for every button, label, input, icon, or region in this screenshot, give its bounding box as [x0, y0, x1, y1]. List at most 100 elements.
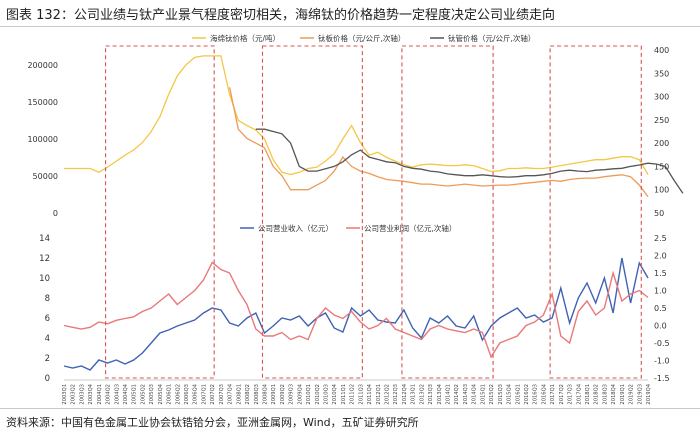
figure-title-bar: 图表 132：公司业绩与钛产业景气程度密切相关，海绵钛的价格趋势一定程度决定公司…	[0, 0, 700, 27]
x-tick-label: 2016Q3	[533, 384, 539, 405]
x-tick-label: 2016Q4	[541, 383, 547, 404]
bottom-right-tick-label: -1.0	[654, 357, 670, 366]
bottom-left-tick-label: 10	[39, 274, 50, 284]
bottom-legend-label: 公司营业利润（亿元,次轴）	[364, 223, 456, 233]
top-right-tick-label: 250	[654, 116, 669, 125]
x-tick-label: 2004Q2	[106, 384, 112, 405]
highlight-box	[105, 45, 215, 379]
top-right-tick-label: 400	[654, 46, 669, 55]
x-tick-label: 2009Q1	[271, 384, 277, 405]
top-left-tick-label: 50000	[33, 172, 58, 181]
x-tick-label: 2006Q1	[167, 384, 173, 405]
x-tick-label: 2004Q3	[114, 384, 120, 405]
x-tick-label: 2005Q2	[140, 384, 146, 405]
x-tick-label: 2005Q1	[132, 384, 138, 405]
top-legend-label: 海绵钛价格（元/吨）	[210, 33, 280, 43]
bottom-left-tick-label: 2	[45, 354, 50, 364]
x-tick-label: 2014Q1	[446, 384, 452, 405]
x-tick-label: 2017Q3	[568, 384, 574, 405]
top-right-tick-label: 200	[654, 139, 669, 148]
top-series-line	[228, 87, 649, 198]
x-tick-label: 2019Q1	[620, 384, 626, 405]
highlight-box	[401, 45, 494, 379]
x-tick-label: 2009Q3	[289, 384, 295, 405]
top-right-tick-label: 150	[654, 162, 669, 171]
x-tick-label: 2012Q1	[376, 384, 382, 405]
x-tick-label: 2007Q1	[201, 384, 207, 405]
x-tick-label: 2010Q4	[332, 383, 338, 404]
bottom-series-line	[63, 261, 649, 359]
x-tick-label: 2019Q3	[637, 384, 643, 405]
top-left-tick-label: 150000	[27, 98, 58, 107]
highlight-box	[549, 45, 642, 379]
x-tick-label: 2013Q3	[428, 384, 434, 405]
x-tick-label: 2003Q1	[62, 384, 68, 405]
top-right-tick-label: 50	[654, 209, 664, 218]
x-tick-label: 2008Q1	[236, 384, 242, 405]
x-axis: 2003Q1 2003Q2 2003Q3 2003Q4 2004Q1 2004Q2 2004…	[62, 379, 652, 405]
x-tick-label: 2017Q4	[576, 383, 582, 404]
x-tick-label: 2008Q4	[262, 383, 268, 404]
x-tick-label: 2005Q4	[158, 383, 164, 404]
bottom-left-tick-label: 6	[45, 314, 50, 324]
x-tick-label: 2014Q3	[463, 384, 469, 405]
x-tick-label: 2015Q2	[489, 384, 495, 405]
top-left-tick-label: 100000	[27, 135, 58, 144]
highlight-box	[261, 45, 363, 379]
x-tick-label: 2018Q1	[585, 384, 591, 405]
bottom-left-tick-label: 4	[45, 334, 50, 344]
bottom-right-tick-label: 0.0	[654, 322, 667, 331]
chart-area: 200000 150000 100000 50000 0 400 350 300 250 200 1…	[0, 28, 700, 406]
x-tick-label: 2007Q2	[210, 384, 216, 405]
bottom-right-tick-label: 2.5	[654, 234, 667, 243]
bottom-right-tick-label: -1.5	[654, 374, 670, 383]
bottom-right-tick-label: -0.5	[654, 339, 670, 348]
x-tick-label: 2012Q3	[393, 384, 399, 405]
x-tick-label: 2006Q3	[184, 384, 190, 405]
x-tick-label: 2012Q4	[402, 383, 408, 404]
x-tick-label: 2010Q2	[315, 384, 321, 405]
source-divider	[0, 408, 700, 409]
x-tick-label: 2013Q2	[419, 384, 425, 405]
chart-svg: 2000001500001000005000004003503002502001…	[27, 33, 684, 405]
top-right-tick-label: 300	[654, 93, 669, 102]
x-tick-label: 2014Q2	[454, 384, 460, 405]
bottom-chart: 14 12 10 8 6 4 2 0 2.5 2.0 1.5 1.0 0.5 0.0 -0.5 -1.0 -1.…	[39, 223, 669, 384]
x-tick-label: 2016Q2	[524, 384, 530, 405]
bottom-left-tick-label: 14	[39, 234, 50, 244]
x-tick-label: 2010Q3	[323, 384, 329, 405]
bottom-right-tick-label: 1.0	[654, 287, 667, 296]
x-tick-label: 2009Q2	[280, 384, 286, 405]
x-tick-label: 2013Q4	[437, 383, 443, 404]
x-tick-label: 2014Q4	[472, 383, 478, 404]
top-series-line	[255, 128, 684, 194]
top-left-tick-label: 0	[53, 209, 58, 218]
x-tick-label: 2016Q1	[515, 384, 521, 405]
x-tick-label: 2008Q3	[254, 384, 260, 405]
bottom-legend-label: 公司营业收入（亿元）	[258, 223, 333, 233]
bottom-right-tick-label: 2.0	[654, 252, 667, 261]
x-tick-label: 2015Q1	[480, 384, 486, 405]
x-tick-label: 2013Q1	[411, 384, 417, 405]
x-tick-label: 2008Q2	[245, 384, 251, 405]
x-tick-label: 2011Q4	[367, 383, 373, 404]
x-tick-label: 2017Q2	[559, 384, 565, 405]
bottom-left-tick-label: 8	[45, 294, 50, 304]
x-tick-label: 2007Q3	[219, 384, 225, 405]
x-tick-label: 2015Q4	[507, 383, 513, 404]
x-tick-label: 2004Q4	[123, 383, 129, 404]
bottom-series-line	[63, 257, 649, 371]
top-legend-label: 钛板价格（元/公斤,次轴）	[318, 33, 405, 43]
top-series-line	[64, 55, 649, 176]
x-tick-label: 2011Q3	[358, 384, 364, 405]
bottom-left-tick-label: 12	[39, 254, 50, 264]
x-tick-label: 2011Q1	[341, 384, 347, 405]
x-tick-label: 2006Q4	[193, 383, 199, 404]
top-legend-label: 钛管价格（元/公斤,次轴）	[448, 33, 535, 43]
bottom-right-tick-label: 1.5	[654, 269, 667, 278]
top-chart: 200000 150000 100000 50000 0 400 350 300 250 200 1…	[27, 33, 684, 218]
top-right-tick-label: 350	[654, 69, 669, 78]
figure-title: 图表 132：公司业绩与钛产业景气程度密切相关，海绵钛的价格趋势一定程度决定公司…	[6, 8, 555, 23]
x-tick-label: 2003Q3	[79, 384, 85, 405]
highlight-boxes	[105, 45, 642, 379]
